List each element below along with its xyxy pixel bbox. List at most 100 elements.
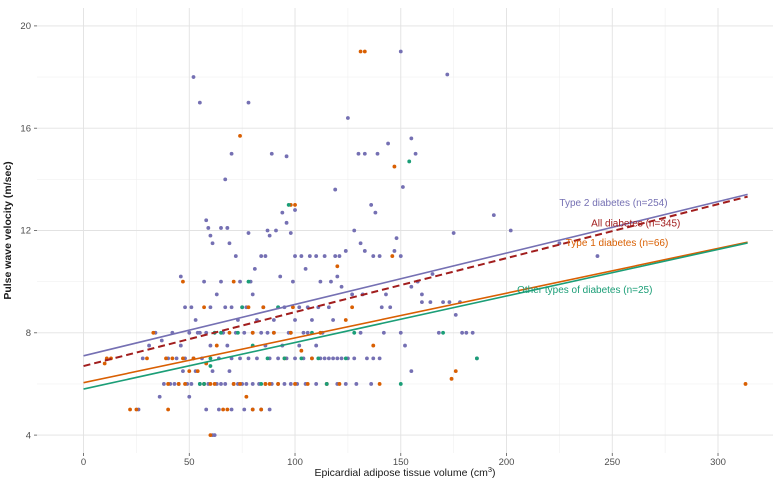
data-point — [381, 330, 386, 335]
data-point — [303, 266, 308, 271]
data-point — [219, 382, 223, 386]
data-point — [326, 305, 331, 310]
data-point — [508, 228, 513, 233]
data-point — [470, 330, 475, 335]
x-tick-label: 0 — [81, 457, 86, 468]
data-point — [204, 218, 209, 223]
data-point — [229, 407, 234, 412]
data-point — [267, 407, 272, 412]
data-point — [362, 151, 367, 156]
data-point — [288, 330, 293, 335]
line-label: Other types of diabetes (n=25) — [517, 285, 652, 296]
data-point — [174, 356, 179, 361]
data-point — [377, 382, 382, 386]
data-point — [223, 305, 228, 310]
data-point — [447, 300, 452, 305]
data-point — [293, 208, 297, 212]
data-point — [377, 356, 382, 361]
data-point — [350, 305, 355, 310]
data-point — [157, 394, 162, 399]
data-point — [384, 292, 388, 297]
x-axis-title: Epicardial adipose tissue volume (cm3) — [315, 465, 496, 479]
data-point — [331, 356, 335, 361]
data-point — [352, 228, 357, 233]
data-point — [246, 279, 251, 284]
data-point — [250, 382, 255, 386]
data-point — [187, 394, 192, 399]
data-point — [206, 226, 211, 230]
data-point — [322, 356, 327, 361]
regression-lines — [83, 193, 748, 390]
data-point — [339, 284, 344, 289]
data-point — [400, 185, 405, 189]
data-point — [343, 318, 348, 322]
data-point — [451, 231, 456, 235]
data-point — [398, 330, 403, 335]
data-point — [246, 356, 251, 361]
y-tick-label: 16 — [20, 123, 31, 134]
data-point — [193, 318, 198, 322]
data-point — [314, 382, 319, 386]
x-axis-title-end: ) — [492, 467, 496, 479]
line-labels: Type 2 diabetes (n=254) All diabetes (n=3… — [517, 198, 680, 296]
data-point — [343, 249, 348, 253]
data-point — [337, 254, 342, 258]
data-point — [291, 305, 295, 310]
data-point — [403, 343, 407, 348]
data-point — [265, 356, 270, 361]
data-point — [263, 254, 268, 258]
data-point — [428, 300, 433, 305]
data-point — [225, 343, 230, 348]
data-point — [329, 279, 333, 284]
data-point — [362, 49, 367, 54]
data-point — [398, 254, 403, 258]
data-point — [259, 330, 264, 335]
data-point — [407, 159, 412, 164]
data-point — [181, 356, 185, 361]
data-point — [333, 254, 338, 258]
data-point — [255, 356, 259, 361]
data-point — [240, 305, 245, 310]
data-point — [233, 254, 238, 258]
data-point — [229, 305, 234, 310]
data-point — [335, 264, 340, 269]
x-tick-label: 250 — [604, 457, 620, 468]
data-point — [441, 300, 445, 305]
data-point — [227, 241, 232, 246]
data-point — [166, 382, 171, 386]
data-point — [214, 292, 219, 297]
data-point — [297, 305, 302, 310]
data-point — [208, 364, 213, 368]
data-point — [445, 72, 450, 77]
data-point — [181, 369, 185, 374]
data-point — [244, 394, 249, 399]
data-point — [210, 241, 215, 246]
data-point — [259, 407, 264, 412]
data-point — [390, 254, 395, 258]
data-point — [420, 300, 424, 305]
data-point — [595, 254, 600, 258]
data-point — [358, 49, 363, 54]
x-axis: 0 50 100 150 200 250 300 — [81, 453, 726, 468]
data-point — [147, 343, 151, 348]
data-point — [159, 338, 164, 343]
data-point — [420, 292, 424, 297]
data-point — [339, 356, 344, 361]
data-point — [195, 369, 200, 374]
data-point — [369, 203, 374, 207]
data-point — [246, 305, 251, 310]
data-point — [172, 382, 177, 386]
data-point — [464, 330, 469, 335]
data-point — [236, 330, 240, 335]
data-point — [259, 254, 264, 258]
data-point — [227, 330, 232, 335]
data-point — [274, 228, 278, 233]
data-point — [335, 274, 340, 279]
data-point — [176, 382, 181, 386]
data-point — [409, 284, 414, 289]
data-point — [449, 376, 454, 381]
data-point — [293, 382, 297, 386]
x-tick-label: 200 — [499, 457, 515, 468]
data-point — [350, 292, 355, 297]
